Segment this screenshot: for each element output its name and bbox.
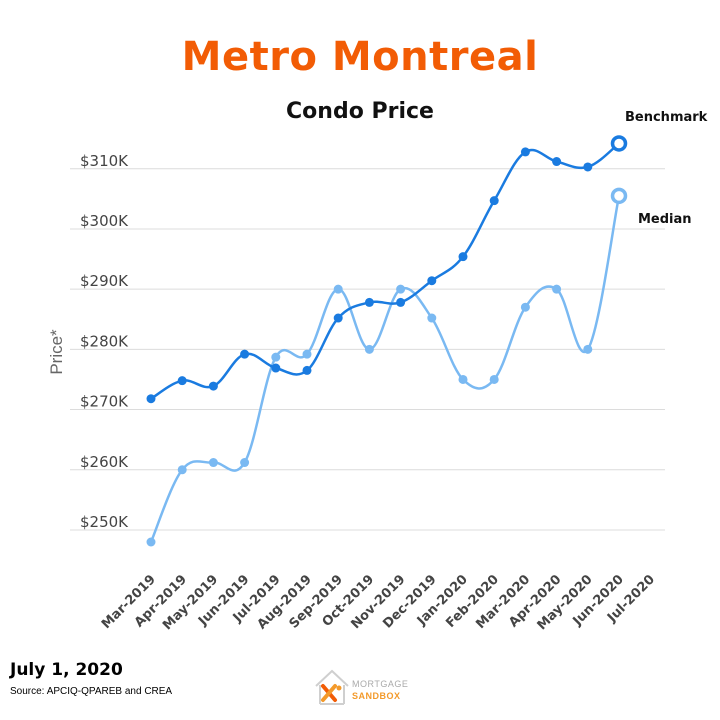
y-axis-label: Price*: [47, 329, 66, 375]
benchmark-end-point: [610, 135, 628, 152]
y-tick-label: $290K: [80, 272, 129, 290]
median-label: Median: [638, 212, 692, 227]
benchmark-label: Benchmark: [625, 110, 708, 125]
median-point: [302, 349, 312, 359]
benchmark-point: [177, 376, 187, 386]
y-tick-label: $260K: [80, 453, 129, 471]
y-tick-label: $280K: [80, 332, 129, 350]
benchmark-point: [427, 276, 437, 286]
benchmark-point: [396, 297, 406, 307]
benchmark-point: [271, 363, 281, 373]
date-label: July 1, 2020: [10, 660, 123, 680]
benchmark-line: [150, 142, 620, 400]
benchmark-point: [146, 394, 156, 404]
median-point: [552, 284, 562, 294]
median-point: [489, 374, 499, 384]
median-end-point: [610, 187, 628, 205]
median-point: [240, 458, 250, 468]
median-point: [396, 284, 406, 294]
benchmark-point: [458, 252, 468, 262]
house-x-icon: [315, 669, 349, 705]
median-point: [520, 302, 530, 312]
y-tick-label: $310K: [80, 152, 129, 170]
chart-title: Metro Montreal: [181, 34, 539, 80]
median-point: [146, 537, 156, 547]
benchmark-point: [302, 365, 312, 375]
median-line: [149, 195, 621, 543]
logo-text-top: MORTGAGE: [352, 679, 409, 689]
benchmark-point: [364, 297, 374, 307]
median-point: [208, 458, 218, 468]
mortgage-sandbox-logo: MORTGAGE SANDBOX: [312, 666, 408, 708]
benchmark-point: [552, 157, 562, 167]
median-point: [458, 374, 468, 384]
y-tick-label: $270K: [80, 393, 129, 411]
logo-text-bottom: SANDBOX: [352, 691, 401, 701]
benchmark-point: [208, 381, 218, 391]
median-point: [364, 344, 374, 354]
benchmark-point: [583, 162, 593, 172]
y-tick-label: $300K: [80, 212, 129, 230]
line-chart: $250K $260K $270K $280K $290K $300K $310K Price…: [47, 110, 708, 633]
median-point: [333, 284, 343, 294]
median-point: [177, 465, 187, 475]
benchmark-point: [333, 313, 343, 323]
benchmark-point: [489, 196, 499, 206]
benchmark-point: [240, 349, 250, 359]
median-point: [427, 313, 437, 323]
median-point: [583, 344, 593, 354]
benchmark-point: [520, 147, 530, 157]
y-tick-label: $250K: [80, 513, 129, 531]
median-point: [271, 352, 281, 362]
source-label: Source: APCIQ-QPAREB and CREA: [10, 686, 173, 697]
chart-subtitle: Condo Price: [286, 99, 434, 124]
